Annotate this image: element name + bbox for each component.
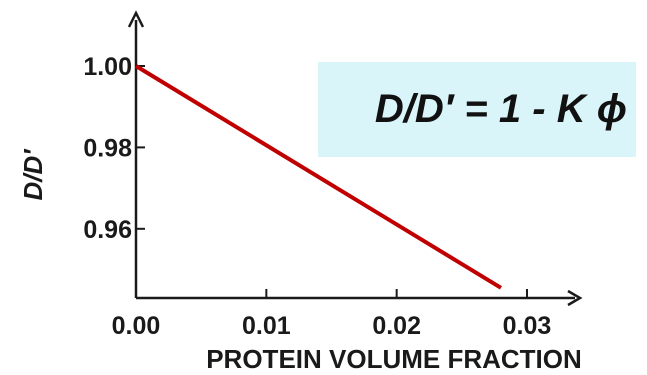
x-tick-label: 0.03 xyxy=(503,312,552,340)
series-layer xyxy=(134,64,502,290)
y-axis-title: D/D′ xyxy=(18,148,48,201)
axes xyxy=(127,10,583,307)
y-axis-arrow xyxy=(127,10,145,28)
x-ticks: 0.00 0.01 0.02 0.03 xyxy=(112,289,552,340)
y-tick-label: 0.98 xyxy=(83,134,132,162)
x-axis-arrow xyxy=(567,289,583,307)
x-tick-label: 0.02 xyxy=(372,312,421,340)
x-tick-label: 0.01 xyxy=(242,312,291,340)
equation-annotation: D/D′ = 1 - K ϕ xyxy=(375,87,627,131)
x-tick-label: 0.00 xyxy=(112,312,161,340)
x-axis-title: PROTEIN VOLUME FRACTION xyxy=(206,344,582,374)
y-tick-label: 0.96 xyxy=(83,216,132,244)
y-tick-label: 1.00 xyxy=(83,53,132,81)
y-ticks: 1.00 0.98 0.96 xyxy=(83,53,145,244)
equation-box xyxy=(318,62,636,157)
series-line xyxy=(134,64,502,290)
